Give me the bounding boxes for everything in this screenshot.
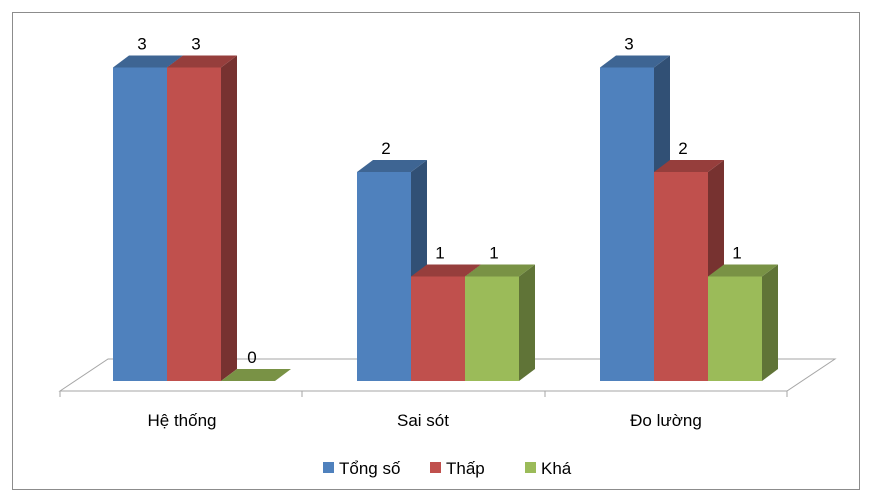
bar-front: [708, 276, 762, 381]
data-label: 2: [381, 139, 390, 158]
data-label: 1: [435, 244, 444, 263]
bar-side: [519, 264, 535, 381]
bar-top: [600, 55, 670, 68]
bars: [113, 55, 778, 381]
bar-front: [600, 67, 654, 381]
bar-top: [465, 264, 535, 277]
bar: [167, 55, 237, 381]
category-label: Sai sót: [397, 411, 449, 430]
bar-front: [654, 172, 708, 381]
legend-item: Tổng số: [323, 459, 401, 478]
bar-front: [411, 276, 465, 381]
bar: [600, 55, 670, 381]
legend-label: Thấp: [446, 459, 485, 478]
bar: [221, 369, 291, 381]
bar-top: [221, 369, 291, 381]
category-label: Hệ thống: [148, 411, 217, 430]
bar: [654, 160, 724, 381]
legend-label: Tổng số: [339, 459, 401, 478]
bar-top: [654, 160, 724, 172]
bar-top: [411, 264, 481, 277]
bar: [708, 264, 778, 381]
category-label: Đo lường: [630, 411, 702, 430]
data-label: 1: [732, 244, 741, 263]
bar-front: [167, 67, 221, 381]
bar-side: [762, 264, 778, 381]
legend-swatch: [525, 462, 536, 473]
bar-front: [357, 172, 411, 381]
data-label: 3: [137, 35, 146, 54]
bar: [465, 264, 535, 381]
legend-label: Khá: [541, 459, 572, 478]
bar-front: [465, 276, 519, 381]
legend-swatch: [430, 462, 441, 473]
bar-front: [113, 67, 167, 381]
bar-top: [167, 55, 237, 68]
legend-swatch: [323, 462, 334, 473]
category-labels: Hệ thống Sai sót Đo lường: [148, 411, 702, 430]
bar-top: [708, 264, 778, 277]
data-label: 2: [678, 139, 687, 158]
bar-side: [221, 55, 237, 381]
data-label: 0: [247, 348, 256, 367]
legend-item: Thấp: [430, 459, 485, 478]
data-label: 1: [489, 244, 498, 263]
legend-item: Khá: [525, 459, 572, 478]
data-label: 3: [191, 35, 200, 54]
data-label: 3: [624, 35, 633, 54]
legend: Tổng số Thấp Khá: [323, 459, 572, 478]
value-labels: 3 3 0 2 1 1 3 2 1: [137, 35, 741, 368]
bar-top: [357, 160, 427, 172]
bar-top: [113, 55, 183, 68]
